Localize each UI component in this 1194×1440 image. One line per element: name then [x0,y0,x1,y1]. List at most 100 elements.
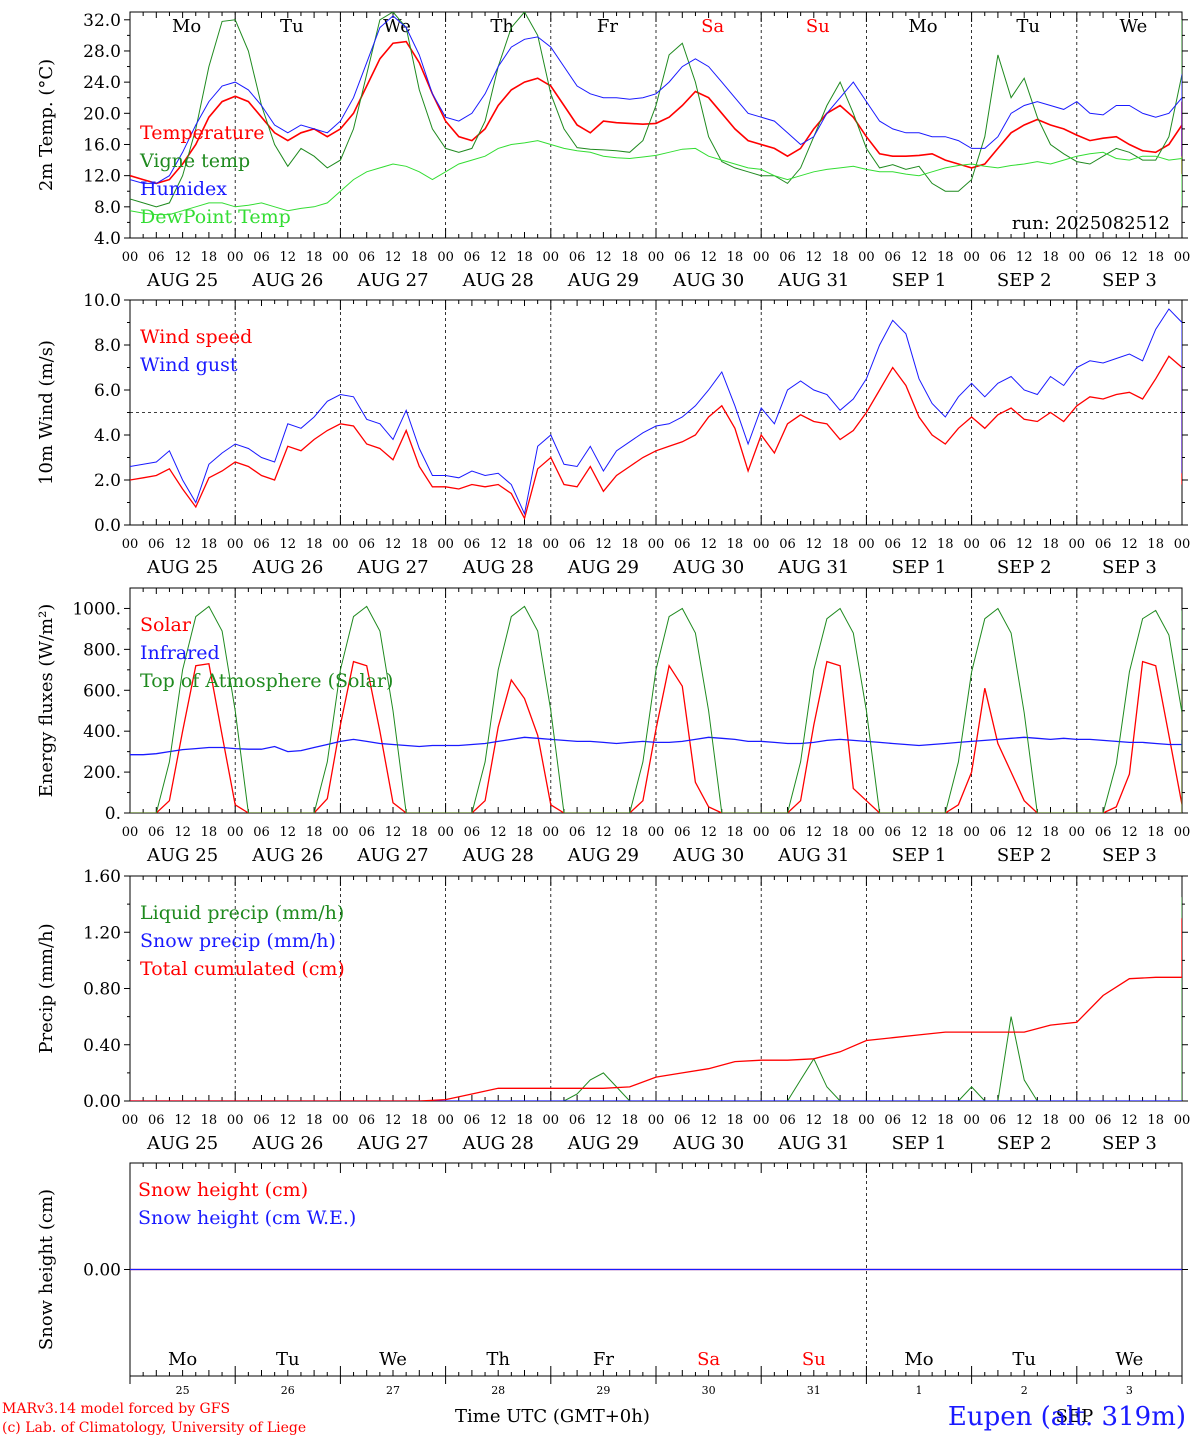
hour-label: 12 [911,537,928,552]
weekday-label: We [383,16,411,37]
hour-label: 18 [937,825,954,840]
weekday-label: Su [806,16,830,37]
weekday-label: We [1120,16,1148,37]
hour-label: 18 [832,825,849,840]
lab-credit: (c) Lab. of Climatology, University of L… [2,1420,307,1436]
x-axis-title: Time UTC (GMT+0h) [455,1406,650,1427]
legend-entry: Solar [140,614,192,636]
date-label: AUG 29 [567,270,639,291]
hour-label: 00 [543,825,560,840]
weekday-label: Th [490,16,514,37]
legend-entry: Snow precip (mm/h) [140,930,336,952]
hour-label: 12 [280,537,297,552]
hour-label: 06 [779,250,796,265]
hour-label: 12 [385,1113,402,1128]
panel-temperature: 4.0 8.0 12.0 16.0 20.0 24.0 28.0 32.0 2m Temp. (… [36,11,1190,291]
day-number: 27 [386,1384,400,1397]
hour-label: 00 [543,250,560,265]
series-line-wind-gust [130,308,1182,516]
hour-label: 00 [753,825,770,840]
y-tick-label: 2.0 [94,471,121,491]
hour-label: 06 [1095,1113,1112,1128]
weekday-label: Mo [168,1349,197,1370]
hour-label: 18 [727,250,744,265]
hour-label: 18 [621,825,638,840]
hour-label: 12 [1121,825,1138,840]
y-tick-label: 600. [83,681,121,701]
hour-label: 00 [753,537,770,552]
y-tick-label: 16.0 [83,135,121,155]
hour-label: 00 [963,1113,980,1128]
y-axis-title: Energy fluxes (W/m²) [36,604,57,798]
hour-label: 00 [332,250,349,265]
hour-label: 06 [990,537,1007,552]
legend-entry: Total cumulated (cm) [140,958,345,980]
weekday-label: We [1116,1349,1144,1370]
legend-entry: Temperature [140,122,264,144]
hour-label: 18 [201,825,218,840]
weekday-label: Fr [597,16,618,37]
hour-label: 06 [358,537,375,552]
hour-label: 06 [779,825,796,840]
hour-label: 18 [832,537,849,552]
series-line-infrared [130,736,1182,756]
date-label: AUG 30 [672,845,744,866]
date-label: SEP 3 [1102,1133,1157,1154]
hour-label: 12 [490,250,507,265]
hour-label: 00 [227,537,244,552]
hour-label: 18 [1042,1113,1059,1128]
hour-label: 18 [306,1113,323,1128]
day-number: 30 [702,1384,716,1397]
hour-label: 18 [1147,250,1164,265]
hour-label: 12 [1121,1113,1138,1128]
weekday-label: Sa [697,1349,720,1370]
hour-label: 06 [464,1113,481,1128]
hour-label: 12 [700,250,717,265]
hour-label: 12 [385,825,402,840]
date-label: AUG 29 [567,1133,639,1154]
hour-label: 06 [464,250,481,265]
hour-label: 18 [201,250,218,265]
y-tick-label: 8.0 [94,198,121,218]
weekday-label: Mo [904,1349,933,1370]
hour-label: 12 [911,250,928,265]
hour-label: 00 [332,825,349,840]
hour-label: 00 [858,537,875,552]
hour-label: 06 [674,250,691,265]
date-label: AUG 25 [146,845,218,866]
hour-label: 12 [806,250,823,265]
hour-label: 00 [648,825,665,840]
weekday-label: Su [802,1349,826,1370]
hour-label: 06 [464,825,481,840]
y-tick-label: 1.20 [83,923,121,943]
weekday-label: Tu [276,1349,300,1370]
date-label: AUG 26 [251,1133,323,1154]
hour-label: 12 [280,250,297,265]
date-label: AUG 31 [777,1133,849,1154]
weekday-label: Fr [593,1349,614,1370]
hour-label: 12 [911,1113,928,1128]
hour-label: 00 [227,825,244,840]
hour-label: 00 [858,1113,875,1128]
hour-label: 06 [569,825,586,840]
hour-label: 12 [700,537,717,552]
y-tick-label: 6.0 [94,381,121,401]
date-label: AUG 26 [251,270,323,291]
hour-label: 00 [1174,1113,1191,1128]
hour-label: 06 [990,250,1007,265]
hour-label: 18 [832,1113,849,1128]
legend-entry: Liquid precip (mm/h) [140,902,344,924]
date-label: SEP 2 [997,557,1052,578]
date-label: SEP 1 [892,557,947,578]
series-line-total-cumulated-cm- [130,918,1182,1101]
legend-entry: Vigne temp [139,150,250,172]
hour-label: 00 [122,537,139,552]
date-label: AUG 25 [146,270,218,291]
hour-label: 00 [648,537,665,552]
hour-label: 00 [227,250,244,265]
hour-label: 12 [806,537,823,552]
hour-label: 00 [437,825,454,840]
hour-label: 00 [543,537,560,552]
y-tick-label: 32.0 [83,11,121,31]
hour-label: 18 [516,250,533,265]
